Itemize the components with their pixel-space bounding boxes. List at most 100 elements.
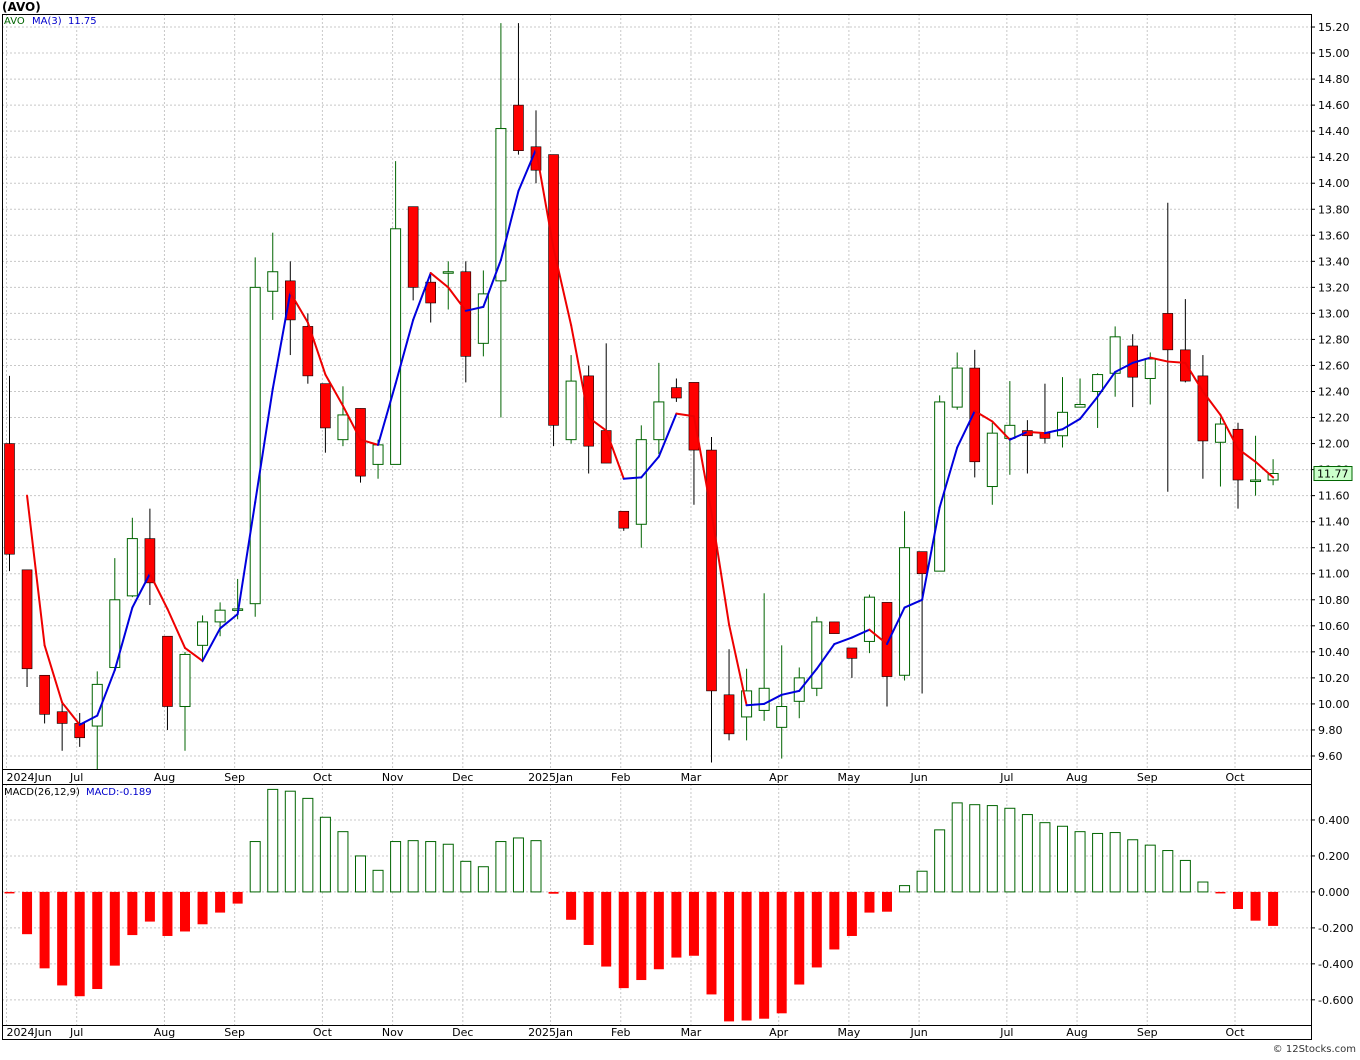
ma-segment (535, 148, 555, 250)
macd-bar (355, 855, 366, 893)
macd-bar (601, 891, 612, 967)
candle-body (881, 602, 893, 677)
candle-body (548, 154, 559, 426)
candle-body (1109, 336, 1121, 374)
price-x-tick-label: 2024Jun (7, 771, 52, 784)
price-y-tick-label: 14.40 (1318, 125, 1350, 138)
candle (126, 517, 138, 598)
candle-body (513, 104, 524, 151)
macd-bar (215, 891, 226, 913)
macd-bar (671, 891, 682, 958)
macd-bar (92, 891, 103, 990)
candle-body (214, 609, 226, 623)
macd-x-tick-label: Nov (382, 1026, 404, 1039)
candle-body (916, 551, 928, 575)
macd-bar (1057, 825, 1068, 893)
candle-body (846, 647, 858, 659)
candle (320, 383, 331, 453)
ma-segment (219, 613, 239, 630)
ma-segment (1026, 430, 1046, 435)
candle (899, 511, 911, 681)
macd-bar (759, 891, 770, 1019)
price-y-tick-label: 14.60 (1318, 99, 1350, 112)
candle (1232, 422, 1244, 509)
ma-segment (289, 291, 309, 324)
price-y-tick-label: 10.60 (1318, 620, 1350, 633)
ma-segment (622, 476, 643, 480)
candle (214, 602, 226, 637)
ma-segment (903, 598, 924, 609)
ma-segment (464, 305, 485, 312)
macd-bar (583, 891, 594, 945)
price-y-tick-label: 11.40 (1318, 516, 1350, 529)
candle (197, 615, 209, 663)
ma-segment (306, 321, 327, 376)
ma-segment (61, 701, 81, 726)
price-x-tick-label: Jun (910, 771, 928, 784)
macd-bar (899, 885, 911, 893)
candle (846, 647, 858, 678)
price-y-tick-label: 12.00 (1318, 438, 1350, 451)
ma-segment (1096, 370, 1117, 398)
macd-bar (864, 891, 875, 913)
ma-segment (763, 693, 783, 705)
price-y-tick-label: 11.00 (1318, 568, 1350, 581)
ma-segment (412, 272, 432, 321)
price-y-tick-label: 13.00 (1318, 307, 1350, 320)
macd-bar (741, 891, 752, 1021)
ma-segment (26, 494, 46, 647)
candle-body (618, 510, 630, 529)
macd-bar (636, 891, 647, 981)
price-y-tick-label: 10.80 (1318, 594, 1350, 607)
macd-bar (1109, 832, 1121, 893)
price-x-tick-label: Nov (382, 771, 404, 784)
ma-segment (1043, 428, 1064, 435)
macd-x-tick-label: Oct (1225, 1026, 1245, 1039)
price-x-tick-label: Apr (769, 771, 789, 784)
candle-body (969, 367, 981, 463)
macd-bar (530, 840, 542, 893)
price-x-tick-label: Sep (224, 771, 245, 784)
ma-segment (570, 324, 590, 419)
macd-bar (1250, 891, 1261, 921)
price-x-tick-label: Feb (611, 771, 630, 784)
candle (495, 23, 507, 418)
candle (916, 551, 928, 694)
price-y-tick-label: 11.20 (1318, 542, 1350, 555)
candle (4, 375, 15, 572)
macd-bar (232, 891, 243, 904)
macd-bar (180, 891, 190, 932)
candle-body (776, 706, 788, 728)
candle (460, 261, 472, 383)
price-x-tick-label: Jul (69, 771, 83, 784)
macd-x-tick-label: Oct (313, 1026, 333, 1039)
macd-bar (1021, 814, 1033, 893)
price-x-axis-strip (2, 769, 1311, 784)
ma-segment (991, 420, 1011, 441)
candle (1092, 373, 1104, 428)
ma-segment (113, 606, 134, 672)
candle-body (442, 271, 454, 274)
macd-bar (566, 891, 577, 920)
macd-bar (162, 891, 173, 936)
candle-body (1162, 313, 1174, 351)
ma-segment (1079, 395, 1099, 420)
price-x-tick-label: Sep (1137, 771, 1158, 784)
ma-segment (377, 382, 397, 446)
ma-line (26, 148, 1275, 726)
ma-segment (1114, 361, 1134, 373)
candle-body (530, 146, 542, 171)
macd-x-tick-label: Feb (611, 1026, 630, 1039)
candle (951, 352, 963, 410)
candle (548, 154, 559, 447)
candle-body (21, 569, 33, 670)
ma-segment (499, 190, 520, 262)
macd-bar (969, 804, 981, 893)
candle-body (249, 286, 261, 605)
ma-segment (429, 272, 450, 289)
candle-body (320, 383, 331, 429)
macd-bar (934, 829, 946, 893)
macd-bar (986, 805, 998, 893)
ma-segment (271, 291, 292, 390)
ma-segment (1237, 447, 1257, 463)
